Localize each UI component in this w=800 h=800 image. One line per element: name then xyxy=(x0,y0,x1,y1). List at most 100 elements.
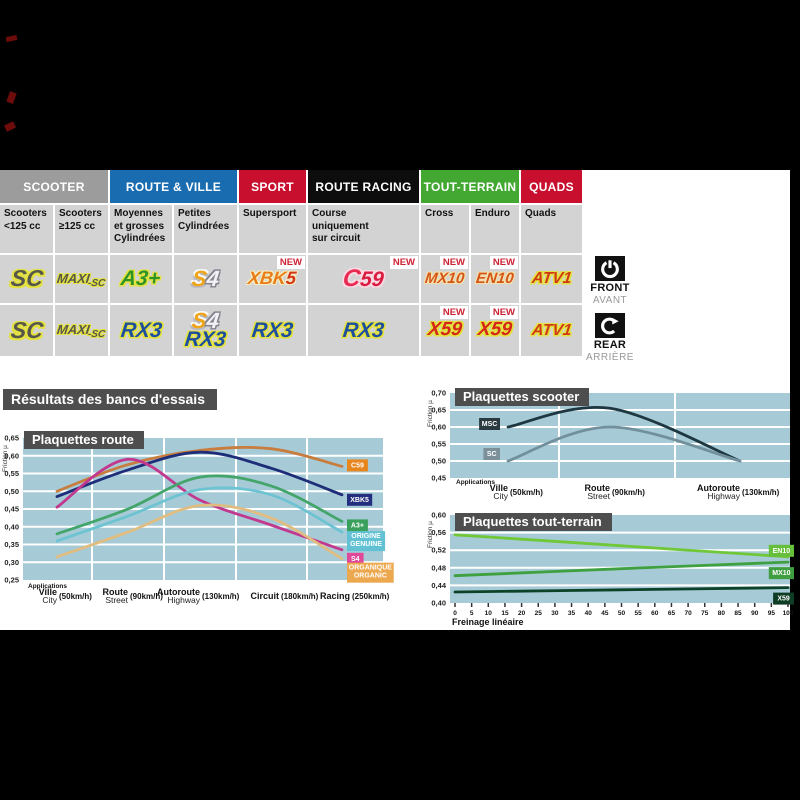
series-line-sc xyxy=(506,425,742,463)
x-tick-label: 20 xyxy=(518,610,526,617)
y-tick-label: 0,44 xyxy=(431,581,446,590)
pad-front-atv1: ATV1 xyxy=(521,255,582,303)
rear-label: REAR xyxy=(593,339,627,351)
x-category-fr: Racing xyxy=(320,591,350,601)
logo-text-a3plus: A3+ xyxy=(120,267,163,291)
legend-box-mx10 xyxy=(768,567,794,580)
y-tick-label: 0,45 xyxy=(4,505,19,514)
series-line-s4 xyxy=(55,457,344,552)
pad-front-maxi-sc: MAXI -SC xyxy=(55,255,108,303)
x-category-en: Highway xyxy=(707,491,740,501)
x-category-speed: (90km/h) xyxy=(612,488,645,497)
x-category-en: Highway xyxy=(167,595,200,605)
logo-text-sc: SC xyxy=(9,316,45,343)
x-tick-label: 55 xyxy=(635,610,643,617)
logo-text-en10: EN10 xyxy=(475,269,515,287)
logo-atv1: ATV1 xyxy=(531,322,573,339)
logo-mx10: MX10 xyxy=(424,269,466,287)
series-line-msc xyxy=(506,405,742,463)
corner-mark xyxy=(6,91,17,104)
y-tick-label: 0,35 xyxy=(4,540,19,549)
legend-label: EN10 xyxy=(773,548,791,555)
logo-text-atv1: ATV1 xyxy=(530,270,573,288)
plot-area xyxy=(450,393,790,478)
logo-text-x59: X59 xyxy=(476,319,514,341)
content-panel: SCOOTER ROUTE & VILLE SPORT ROUTE RACING TOU… xyxy=(0,170,794,630)
pad-rear-sc: SC xyxy=(0,305,53,356)
new-badge: NEW xyxy=(439,256,468,269)
new-badge: NEW xyxy=(489,306,518,319)
x-category-fr: Autoroute xyxy=(697,483,740,493)
x-category-speed: (90km/h) xyxy=(130,592,163,601)
x-category-fr: Ville xyxy=(39,587,57,597)
x-category-fr: Autoroute xyxy=(157,587,200,597)
logo-text-rx3: RX3 xyxy=(341,318,386,342)
x-tick-label: 90 xyxy=(751,610,759,617)
series-line-en10 xyxy=(453,533,790,559)
y-tick-label: 0,40 xyxy=(4,522,19,531)
pad-front-c59: NEW C 59 xyxy=(308,255,419,303)
pad-rear-maxi-sc: MAXI -SC xyxy=(55,305,108,356)
logo-text-maxi-sc: -SC xyxy=(87,329,107,341)
logo-text-maxi-sc: -SC xyxy=(87,277,107,289)
legend-box-a3- xyxy=(347,519,368,532)
series-line-mx10 xyxy=(453,560,790,578)
x-axis-label: Applications xyxy=(456,479,495,486)
pad-front-mx10: NEW MX10 xyxy=(421,255,469,303)
logo-text-maxi-sc: MAXI xyxy=(56,322,91,338)
logo-text-mx10: MX10 xyxy=(424,269,466,287)
new-badge: NEW xyxy=(389,256,418,269)
y-tick-label: 0,60 xyxy=(4,451,19,460)
y-tick-label: 0,60 xyxy=(431,511,446,520)
y-tick-label: 0,55 xyxy=(4,469,19,478)
x-category-speed: (50km/h) xyxy=(59,592,92,601)
x-tick-label: 75 xyxy=(701,610,709,617)
new-badge: NEW xyxy=(439,306,468,319)
pad-front-a3plus: A3+ xyxy=(110,255,172,303)
legend-box-organique-organic xyxy=(347,562,394,583)
pad-rear-rx3: RX3 xyxy=(308,305,419,356)
logo-rx3: RX3 xyxy=(251,319,295,342)
x-tick-label: 0 xyxy=(453,610,457,617)
x-axis-label: Applications xyxy=(28,583,67,590)
pad-rear-rx3: RX3 xyxy=(110,305,172,356)
category-tout-terrain: TOUT-TERRAIN xyxy=(421,170,519,203)
logo-sc: SC xyxy=(9,265,44,291)
x-category-en: City xyxy=(493,491,508,501)
x-tick-label: 80 xyxy=(718,610,726,617)
pad-rear-atv1: ATV1 xyxy=(521,305,582,356)
logo-maxi-sc: MAXI -SC xyxy=(56,271,107,289)
subheader-1: Scooters ≥125 cc xyxy=(55,205,108,253)
logo-s4-rx3: RX3 xyxy=(183,327,228,351)
logo-text-s4-rx3: RX3 xyxy=(183,327,228,351)
pad-rear-s4-rx3: S 4 RX3 xyxy=(174,305,237,356)
legend-label: XBK5 xyxy=(350,497,369,504)
chart-title-tt: Plaquettes tout-terrain xyxy=(455,513,612,531)
legend-box-x59 xyxy=(773,592,794,605)
legend-box-c59 xyxy=(347,459,368,472)
subheader-0: Scooters <125 cc xyxy=(0,205,53,253)
category-quads: QUADS xyxy=(521,170,582,203)
y-tick-label: 0,56 xyxy=(431,528,446,537)
x-category-fr: Route xyxy=(103,587,129,597)
category-sport: SPORT xyxy=(239,170,306,203)
y-tick-label: 0,45 xyxy=(431,474,446,483)
subheader-8: Quads xyxy=(521,205,582,253)
legend-label: C59 xyxy=(351,462,364,469)
y-tick-label: 0,55 xyxy=(431,440,446,449)
x-tick-label: 5 xyxy=(470,610,474,617)
chart-canvas-route: 0,65 0,60 0,55 0,50 0,45 0,40 0,35 0,30 0,25 Fric… xyxy=(2,434,394,605)
y-tick-label: 0,30 xyxy=(4,558,19,567)
section-title: Résultats des bancs d'essais xyxy=(3,389,217,410)
pad-front-en10: NEW EN10 xyxy=(471,255,519,303)
chart-plaquettes-tout-terrain: Plaquettes tout-terrain 0,60 0,56 0,52 0,48 0… xyxy=(420,508,800,633)
legend-label: GENUINE xyxy=(350,541,382,548)
subheader-4: Supersport xyxy=(239,205,306,253)
legend-label: ORIGINE xyxy=(351,533,381,540)
subheader-7: Enduro xyxy=(471,205,519,253)
y-tick-label: 0,50 xyxy=(4,487,19,496)
legend-label: ORGANIQUE xyxy=(349,565,393,572)
legend-box-en10 xyxy=(768,544,794,557)
x-tick-label: 70 xyxy=(684,610,692,617)
